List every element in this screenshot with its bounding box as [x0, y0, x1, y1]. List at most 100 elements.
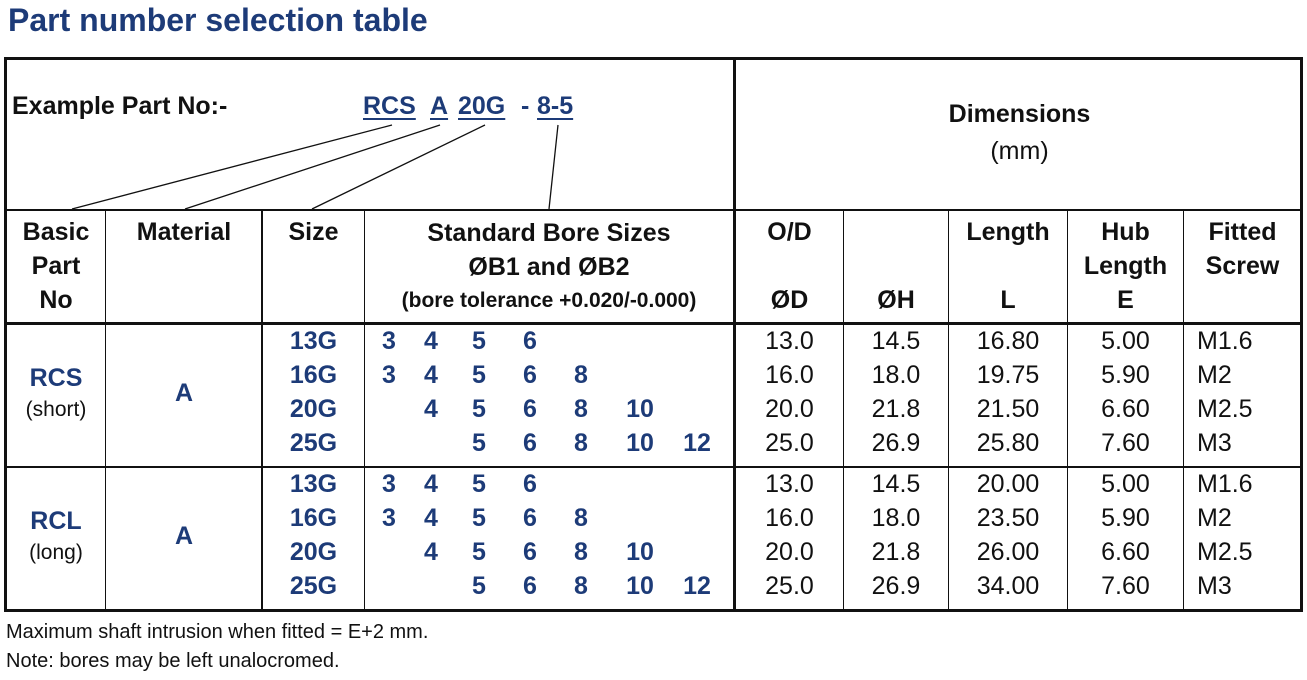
bore-size: 4 — [424, 327, 438, 355]
screw-cell: M2.5 — [1197, 538, 1253, 566]
bore-size: 4 — [424, 395, 438, 423]
bore-size: 6 — [523, 470, 537, 498]
bore-size: 6 — [523, 327, 537, 355]
header-size: Size — [288, 218, 339, 246]
header-basic-part-no: Basic Part No — [6, 215, 106, 317]
page-title: Part number selection table — [8, 2, 428, 38]
length-cell: 23.50 — [976, 504, 1040, 532]
header-h: ØH — [877, 286, 915, 314]
length-cell: 21.50 — [976, 395, 1040, 423]
divider — [948, 209, 949, 612]
bore-size: 5 — [472, 572, 486, 600]
part-variant: (long) — [29, 541, 83, 564]
bore-size: 6 — [523, 504, 537, 532]
header-line: O/D — [767, 218, 812, 246]
hub-length-cell: 5.90 — [1101, 504, 1150, 532]
length-cell: 20.00 — [976, 470, 1040, 498]
bore-size: 3 — [382, 504, 396, 532]
material-code: A — [174, 379, 194, 407]
example-label: Example Part No:- — [12, 92, 228, 120]
divider — [4, 322, 1303, 325]
h-cell: 26.9 — [871, 572, 921, 600]
bore-size: 5 — [472, 429, 486, 457]
header-line: ØD — [770, 286, 809, 314]
hub-length-cell: 6.60 — [1101, 538, 1150, 566]
selection-table — [4, 57, 1303, 612]
header-line: ØB1 and ØB2 — [468, 253, 630, 281]
h-cell: 18.0 — [871, 504, 921, 532]
header-spacer — [736, 249, 843, 283]
hub-length-cell: 7.60 — [1101, 429, 1150, 457]
bore-size: 5 — [472, 504, 486, 532]
screw-cell: M1.6 — [1197, 327, 1253, 355]
bore-size: 8 — [574, 504, 588, 532]
od-cell: 13.0 — [765, 327, 814, 355]
bore-size: 5 — [472, 395, 486, 423]
bore-size: 3 — [382, 470, 396, 498]
header-line: E — [1117, 286, 1134, 314]
header-line: Standard Bore Sizes — [427, 219, 671, 247]
divider — [1183, 209, 1184, 612]
hub-length-cell: 5.00 — [1101, 470, 1150, 498]
bore-size: 8 — [574, 361, 588, 389]
od-cell: 13.0 — [765, 470, 814, 498]
h-cell: 21.8 — [871, 395, 921, 423]
screw-cell: M2 — [1197, 504, 1232, 532]
header-line: Part — [31, 252, 81, 280]
header-line: (bore tolerance +0.020/-0.000) — [401, 289, 697, 312]
bore-size: 12 — [683, 429, 711, 457]
part-number: RCL — [30, 507, 82, 535]
h-cell: 26.9 — [871, 429, 921, 457]
header-line: Fitted — [1208, 218, 1277, 246]
divider — [1067, 209, 1068, 612]
od-cell: 20.0 — [765, 538, 814, 566]
screw-cell: M2 — [1197, 361, 1232, 389]
bore-size: 12 — [683, 572, 711, 600]
od-cell: 25.0 — [765, 429, 814, 457]
bore-size: 6 — [523, 572, 537, 600]
divider — [843, 209, 844, 612]
bore-size: 10 — [626, 572, 654, 600]
divider — [105, 209, 106, 612]
note-bores: Note: bores may be left unalocromed. — [6, 650, 340, 672]
od-cell: 16.0 — [765, 361, 814, 389]
size-cell: 13G — [289, 470, 338, 498]
bore-size: 6 — [523, 538, 537, 566]
part-variant: (short) — [25, 398, 87, 421]
screw-cell: M2.5 — [1197, 395, 1253, 423]
divider — [4, 209, 1303, 211]
od-cell: 20.0 — [765, 395, 814, 423]
bore-size: 4 — [424, 504, 438, 532]
divider — [4, 466, 1303, 468]
dimensions-title: Dimensions — [948, 100, 1091, 128]
bore-size: 10 — [626, 429, 654, 457]
bore-size: 5 — [472, 327, 486, 355]
example-code-material: A — [430, 92, 449, 120]
example-code-basic: RCS — [363, 92, 416, 120]
bore-size: 4 — [424, 361, 438, 389]
bore-size: 6 — [523, 395, 537, 423]
header-spacer — [949, 249, 1067, 283]
divider — [733, 57, 736, 612]
size-cell: 25G — [289, 572, 338, 600]
header-line: Screw — [1205, 252, 1280, 280]
hub-length-cell: 6.60 — [1101, 395, 1150, 423]
bore-size: 3 — [382, 327, 396, 355]
divider — [364, 209, 365, 612]
header-line: Basic — [22, 218, 90, 246]
header-line: Length — [1083, 252, 1168, 280]
bore-size: 8 — [574, 395, 588, 423]
bore-size: 4 — [424, 470, 438, 498]
bore-size: 5 — [472, 361, 486, 389]
bore-size: 6 — [523, 361, 537, 389]
size-cell: 16G — [289, 361, 338, 389]
dimensions-unit: (mm) — [990, 137, 1049, 165]
header-material: Material — [136, 218, 232, 246]
bore-size: 10 — [626, 395, 654, 423]
h-cell: 18.0 — [871, 361, 921, 389]
bore-size: 5 — [472, 538, 486, 566]
header-bore: Standard Bore Sizes ØB1 and ØB2 (bore to… — [365, 216, 733, 318]
header-length: Length L — [949, 215, 1067, 317]
bore-size: 10 — [626, 538, 654, 566]
header-od: O/D ØD — [736, 215, 843, 317]
